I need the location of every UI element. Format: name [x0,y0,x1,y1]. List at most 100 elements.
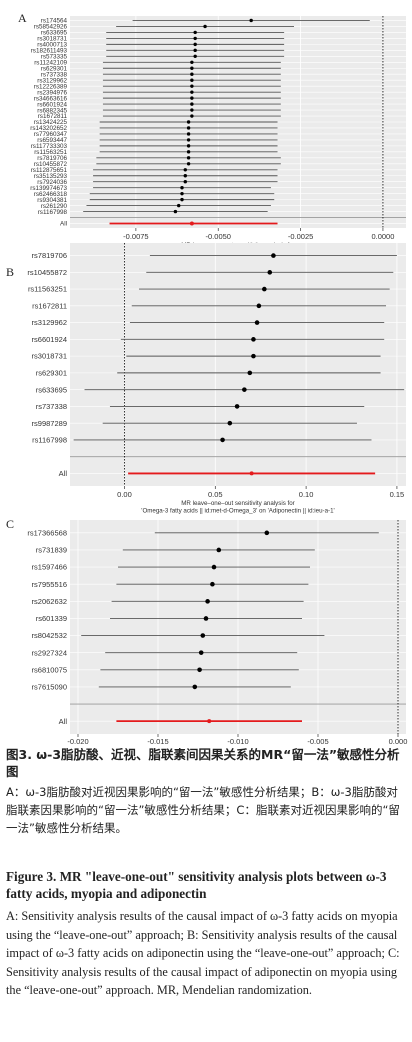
estimate-point [183,174,187,178]
estimate-point [193,42,197,47]
estimate-point [193,30,197,35]
estimate-point [183,168,187,172]
estimate-point [180,191,184,196]
snp-label: rs7819706 [32,251,67,260]
tick-label: -0.020 [67,737,88,745]
tick-label: -0.0025 [288,232,313,241]
all-label: All [60,221,67,228]
snp-label: rs143202652 [30,125,67,132]
snp-label: rs10455872 [27,268,67,277]
estimate-point [186,162,191,166]
estimate-point [227,420,233,426]
tick-label: -0.0050 [206,232,231,241]
snp-label: rs13424225 [34,119,68,126]
snp-label: rs601339 [36,614,67,623]
snp-label: rs573335 [41,54,68,61]
caption-en-title: Figure 3. MR "leave-one-out" sensitivity… [6,869,387,901]
snp-label: rs117733303 [31,143,68,150]
estimate-point [205,599,210,604]
snp-label: rs629301 [41,65,68,72]
snp-label: rs7615090 [32,683,67,692]
forest-plot-c: rs17366568 rs731839 rs1597466 rs7955516 rs20… [6,517,407,745]
estimate-point [271,253,276,258]
estimate-point [234,404,240,409]
panel-label: B [6,265,14,279]
all-estimate-point [249,471,254,476]
tick-label: -0.0075 [123,232,148,241]
estimate-point [220,437,225,443]
estimate-point [186,138,191,142]
snp-label: rs6882345 [37,107,67,114]
snp-label: rs4000713 [37,42,67,49]
estimate-point [251,337,256,342]
panel-label: C [6,517,14,531]
snp-label: rs737338 [36,402,67,411]
snp-label: rs112875651 [31,167,68,174]
snp-label: rs139974673 [30,185,67,192]
estimate-point [190,90,194,94]
snp-label: rs2062632 [32,597,67,606]
snp-label: rs7955516 [32,580,67,589]
snp-label: rs1672811 [32,301,67,310]
snp-label: rs12226389 [34,83,68,90]
tick-label: -0.005 [307,737,328,745]
snp-label: rs174564 [41,18,68,25]
estimate-point [251,353,256,359]
snp-label: rs3018731 [37,36,67,43]
estimate-point [173,209,178,214]
figure-panels: rs174564 rs58542926 rs633695 rs3018731 rs400… [6,11,407,745]
snp-label: rs1672811 [38,113,68,120]
tick-label: 0.000 [389,737,408,745]
estimate-point [190,72,194,76]
estimate-point [216,547,222,553]
estimate-point [192,684,198,690]
snp-label: rs3129962 [32,318,67,327]
tick-label: 0.05 [208,490,223,499]
all-estimate-point [189,221,194,226]
estimate-point [193,48,197,53]
snp-label: rs34663616 [34,95,68,102]
estimate-point [203,24,207,29]
estimate-point [256,303,262,309]
snp-label: rs35135293 [34,173,68,180]
snp-label: rs633695 [41,30,68,37]
estimate-point [180,185,184,190]
estimate-point [193,36,197,41]
estimate-point [177,203,181,208]
plot-background [70,243,406,486]
caption-cn-title: 图3. ω-3脂肪酸、近视、脂联素间因果关系的MR“留一法”敏感性分析图 [6,747,400,779]
snp-label: rs6601924 [37,101,67,108]
tick-label: 0.15 [390,490,405,499]
estimate-point [180,197,184,202]
estimate-point [193,54,197,59]
estimate-point [186,126,191,130]
estimate-point [210,581,215,587]
snp-label: rs2927324 [32,648,67,657]
panel-label: A [18,11,27,25]
snp-label: rs6601924 [32,335,67,344]
forest-plot-b: rs7819706 rs10455872 rs11563251 rs1672811 rs… [6,243,406,515]
tick-label: 0.10 [299,490,314,499]
snp-label: rs62466318 [34,191,68,198]
snp-label: rs737338 [41,71,68,78]
estimate-point [200,633,206,638]
estimate-point [190,84,194,88]
snp-label: rs8042532 [32,631,67,640]
snp-label: rs11563251 [28,285,67,294]
tick-label: 0.0000 [371,232,394,241]
panel-title-line: 'Omega-3 fatty acids || id:met-d-Omega_3… [141,508,334,515]
snp-label: rs6810075 [32,665,67,674]
snp-label: rs3129962 [37,77,67,84]
snp-label: rs77960347 [34,131,68,138]
estimate-point [190,96,194,100]
estimate-point [203,616,209,621]
estimate-point [186,150,191,154]
tick-label: -0.015 [147,737,168,745]
estimate-point [247,370,253,376]
estimate-point [242,387,247,392]
snp-label: rs3018731 [32,352,67,361]
forest-plot-a: rs174564rs58542926rs633695rs3018731rs400… [18,11,406,257]
estimate-point [267,270,273,275]
estimate-point [198,650,204,655]
snp-label: rs58542926 [34,24,68,31]
